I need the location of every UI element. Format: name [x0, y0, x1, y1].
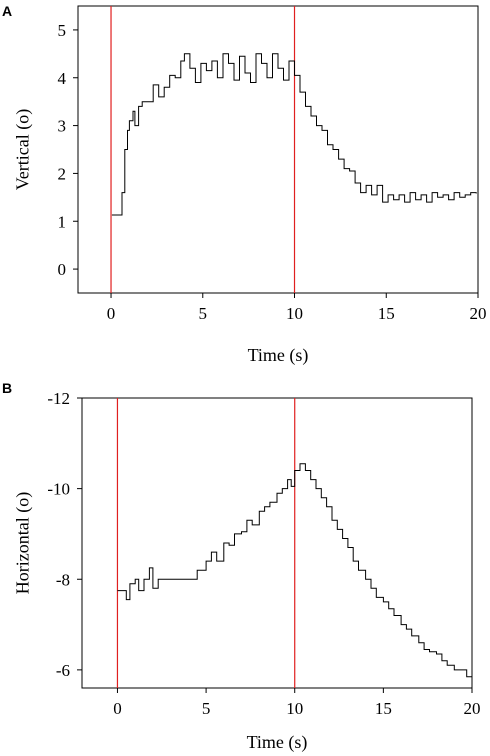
stimulus-markers [116, 398, 296, 688]
x-tick-label: 15 [375, 699, 392, 718]
x-axis-title: Time (s) [247, 732, 308, 753]
x-tick-label: 5 [202, 699, 211, 718]
x-tick-label: 10 [286, 304, 303, 323]
y-axis-title: Vertical (o) [12, 109, 33, 190]
y-tick-label: -6 [56, 661, 70, 680]
y-tick-label: -12 [47, 389, 70, 408]
y-tick-label: -8 [56, 570, 70, 589]
panel-b-label: B [2, 380, 12, 396]
panel-a-vertical-chart: A 0 5 10 15 20 0 1 2 3 4 5 Time (s) Vertical (o) [2, 3, 487, 366]
x-tick-label: 20 [464, 699, 481, 718]
x-tick-label: 5 [199, 304, 208, 323]
y-axis-title: Horizontal (o) [12, 492, 33, 594]
plot-frame [81, 397, 473, 689]
x-tick-label: 0 [113, 699, 122, 718]
y-tick-label: 2 [58, 164, 67, 183]
panel-a-label: A [2, 3, 12, 19]
axis-ticks: 0 5 10 15 20 -12 -10 -8 -6 [47, 389, 480, 718]
y-tick-label: 4 [58, 69, 67, 88]
y-tick-label: -10 [47, 480, 70, 499]
plot-frame [77, 5, 479, 294]
x-tick-label: 0 [107, 304, 116, 323]
y-tick-label: 1 [58, 212, 67, 231]
panel-b-horizontal-chart: B 0 5 10 15 20 -12 -10 -8 -6 Time (s) Horizontal… [2, 380, 481, 753]
x-tick-label: 10 [286, 699, 303, 718]
y-tick-label: 5 [58, 21, 67, 40]
stimulus-markers [110, 6, 296, 293]
eye-position-trace [111, 53, 477, 216]
series-layer [111, 53, 477, 216]
y-tick-label: 3 [58, 117, 67, 136]
x-axis-title: Time (s) [248, 345, 309, 366]
eye-position-trace [117, 463, 472, 678]
x-tick-label: 15 [378, 304, 395, 323]
y-tick-label: 0 [58, 260, 67, 279]
series-layer [117, 463, 472, 678]
x-tick-label: 20 [470, 304, 487, 323]
axis-ticks: 0 5 10 15 20 0 1 2 3 4 5 [58, 21, 487, 323]
